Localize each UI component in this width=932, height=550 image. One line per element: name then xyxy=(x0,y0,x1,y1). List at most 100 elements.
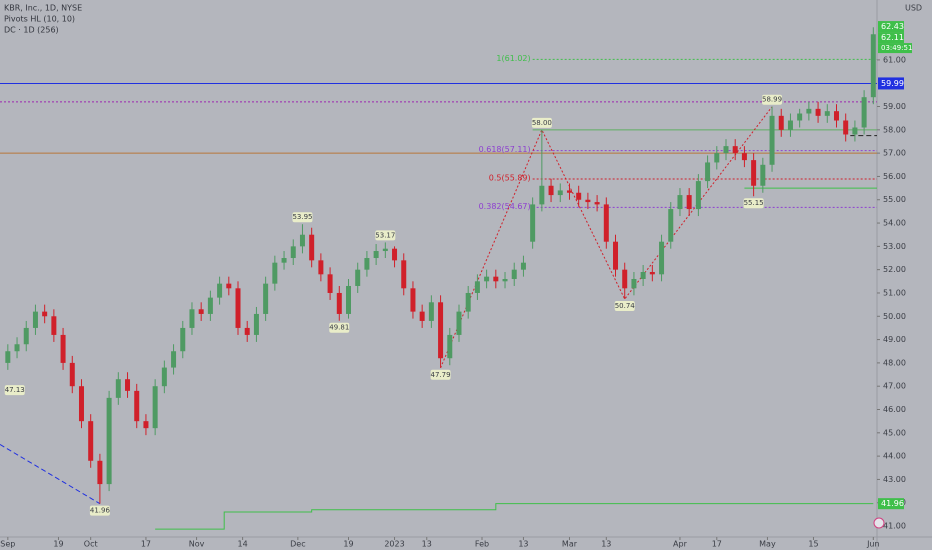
candle-body xyxy=(32,311,38,328)
countdown: 03:49:51 xyxy=(881,44,912,52)
candle-body xyxy=(281,258,287,263)
candle-body xyxy=(244,327,250,335)
candle-body xyxy=(290,246,296,259)
x-tick-label: Feb xyxy=(475,540,489,549)
candle-body xyxy=(171,351,177,368)
pivot-box xyxy=(614,301,635,312)
candle-body xyxy=(143,421,149,429)
candle-body xyxy=(659,241,665,275)
pivot-label: 47.13 xyxy=(5,386,25,394)
candle-body xyxy=(613,241,619,270)
price-tag-label: 41.96 xyxy=(881,499,904,508)
countdown-box xyxy=(878,43,912,54)
candle-body xyxy=(493,276,499,282)
pivot-box xyxy=(89,505,110,516)
candle-body xyxy=(502,278,508,282)
pivot-box xyxy=(329,322,350,333)
candle-body xyxy=(23,327,29,345)
candle-body xyxy=(42,311,48,317)
candle-body xyxy=(686,195,692,210)
y-tick-label: 61.00 xyxy=(883,55,906,64)
candle-body xyxy=(594,202,600,205)
pivot-label: 58.00 xyxy=(532,119,552,127)
x-tick-label: 13 xyxy=(422,540,432,549)
indicator: DC · 1D (256) xyxy=(4,26,59,35)
candle-body xyxy=(419,311,425,321)
candle-body xyxy=(134,390,140,422)
candle-body xyxy=(60,334,66,363)
candle-body xyxy=(474,281,480,293)
candle-body xyxy=(327,274,333,293)
alert-icon[interactable] xyxy=(873,517,885,529)
candle-body xyxy=(852,127,858,135)
y-tick-label: 55.00 xyxy=(883,195,906,204)
candle-body xyxy=(51,316,57,335)
candle-body xyxy=(428,302,434,321)
candle-body xyxy=(741,153,747,161)
price-tag-label: 62.43 xyxy=(881,22,904,31)
x-tick-label: 17 xyxy=(141,540,151,549)
price-tag-label: 59.99 xyxy=(881,79,904,88)
candle-body xyxy=(824,111,830,116)
candle-body xyxy=(106,397,112,485)
x-tick-label: May xyxy=(759,540,776,549)
x-tick-label: Oct xyxy=(84,540,98,549)
candle-body xyxy=(125,379,131,391)
y-tick-label: 44.00 xyxy=(883,452,906,461)
x-tick-label: Mar xyxy=(562,540,578,549)
x-tick-label: Dec xyxy=(290,540,305,549)
candle-body xyxy=(115,379,121,398)
candle-body xyxy=(392,248,398,261)
y-tick-label: 50.00 xyxy=(883,312,906,321)
y-tick-label: 48.00 xyxy=(883,358,906,367)
pivot-label: 47.79 xyxy=(431,371,451,379)
candle-body xyxy=(797,113,803,121)
candle-body xyxy=(870,34,876,98)
level-label: 1(61.02) xyxy=(496,54,530,63)
candle-body xyxy=(815,108,821,116)
y-tick-label: 49.00 xyxy=(883,335,906,344)
candle-body xyxy=(447,334,453,359)
candle-body xyxy=(226,283,232,289)
candle-body xyxy=(235,288,241,328)
indicator: Pivots HL (10, 10) xyxy=(4,15,75,24)
level-label: 0.618(57.11) xyxy=(479,145,531,154)
y-tick-label: 57.00 xyxy=(883,149,906,158)
candle-body xyxy=(843,120,849,135)
pivot-label: 55.15 xyxy=(744,199,764,207)
x-tick-label: 17 xyxy=(712,540,722,549)
price-tag xyxy=(878,77,904,90)
candle-body xyxy=(456,311,462,335)
indicator-line xyxy=(0,444,101,505)
candle-body xyxy=(336,292,342,314)
y-tick-label: 43.00 xyxy=(883,475,906,484)
x-tick-label: 13 xyxy=(518,540,528,549)
candle-body xyxy=(861,97,867,128)
indicator-line xyxy=(155,503,874,530)
candle-body xyxy=(705,162,711,182)
price-tag-label: 62.11 xyxy=(881,33,904,42)
pivot-box xyxy=(762,94,783,105)
pivot-label: 41.96 xyxy=(90,507,111,515)
candle-body xyxy=(161,367,167,387)
price-tag xyxy=(878,32,904,44)
candle-body xyxy=(603,204,609,242)
pivot-box xyxy=(292,212,313,223)
candle-body xyxy=(566,190,572,193)
x-tick-label: Sep xyxy=(0,540,15,549)
candle-body xyxy=(318,260,324,275)
level-label: 0.5(55.89) xyxy=(489,174,531,183)
candle-body xyxy=(622,269,628,289)
candle-body xyxy=(585,199,591,203)
pivot-box xyxy=(4,385,25,396)
candle-body xyxy=(511,269,517,279)
chart-title: KBR, Inc., 1D, NYSE xyxy=(4,4,82,13)
candle-body xyxy=(263,283,269,314)
candle-body xyxy=(557,190,563,196)
candle-body xyxy=(732,146,738,154)
candle-body xyxy=(649,271,655,275)
y-tick-label: 51.00 xyxy=(883,288,906,297)
candle-body xyxy=(299,234,305,247)
x-tick-label: 19 xyxy=(53,540,63,549)
